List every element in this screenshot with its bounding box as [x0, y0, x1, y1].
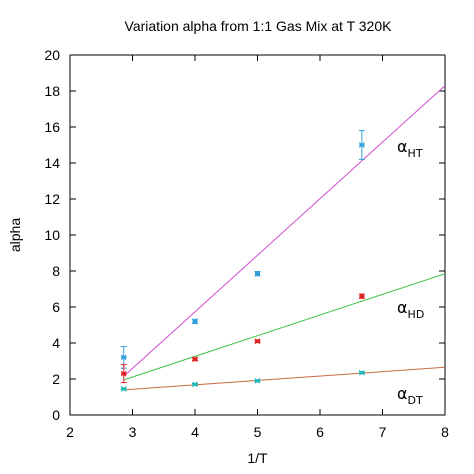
fit-line-dt	[123, 366, 446, 391]
x-tick-label: 4	[191, 424, 199, 440]
y-tick-label: 6	[52, 299, 60, 315]
data-point-hd	[254, 338, 261, 345]
y-axis: 0 2 4 6 8 10 12 14 16 18 20	[44, 47, 445, 423]
data-point-dt	[254, 377, 261, 384]
plot-frame	[69, 54, 446, 416]
error-bars	[120, 130, 365, 391]
data-point-hd	[359, 293, 365, 300]
data-point-ht	[120, 354, 127, 361]
data-points	[120, 142, 365, 392]
x-tick-label: 8	[441, 424, 449, 440]
y-tick-label: 8	[52, 263, 60, 279]
x-tick-label: 2	[66, 424, 74, 440]
fit-line-hd	[123, 273, 446, 381]
y-tick-label: 10	[44, 227, 60, 243]
y-tick-label: 16	[44, 119, 60, 135]
y-tick-label: 18	[44, 83, 60, 99]
fit-line-ht	[123, 85, 446, 377]
plot-area	[69, 54, 446, 416]
data-point-ht	[254, 270, 261, 277]
x-tick-label: 7	[379, 424, 387, 440]
y-tick-label: 20	[44, 47, 60, 63]
data-point-dt	[359, 369, 365, 376]
y-tick-label: 12	[44, 191, 60, 207]
y-tick-label: 4	[52, 335, 60, 351]
x-tick-label: 6	[316, 424, 324, 440]
data-point-hd	[120, 370, 127, 377]
y-tick-label: 0	[52, 407, 60, 423]
data-point-ht	[359, 142, 365, 148]
series-labels: αHT αHD αDT	[397, 137, 424, 407]
x-tick-label: 3	[129, 424, 137, 440]
data-point-ht	[192, 318, 198, 325]
x-axis: 2 3 4 5 6 7 8	[66, 55, 449, 440]
x-tick-label: 5	[254, 424, 262, 440]
series-label-ht: αHT	[397, 137, 423, 160]
series-label-dt: αDT	[397, 384, 423, 407]
y-tick-label: 14	[44, 155, 60, 171]
x-axis-title: 1/T	[247, 450, 268, 466]
series-label-hd: αHD	[397, 298, 424, 321]
data-point-dt	[192, 381, 198, 388]
y-axis-title: alpha	[7, 218, 23, 252]
data-point-hd	[192, 356, 198, 363]
chart-title: Variation alpha from 1:1 Gas Mix at T 32…	[125, 18, 393, 34]
fit-lines	[123, 85, 446, 391]
data-point-dt	[120, 386, 127, 392]
y-tick-label: 2	[52, 371, 60, 387]
